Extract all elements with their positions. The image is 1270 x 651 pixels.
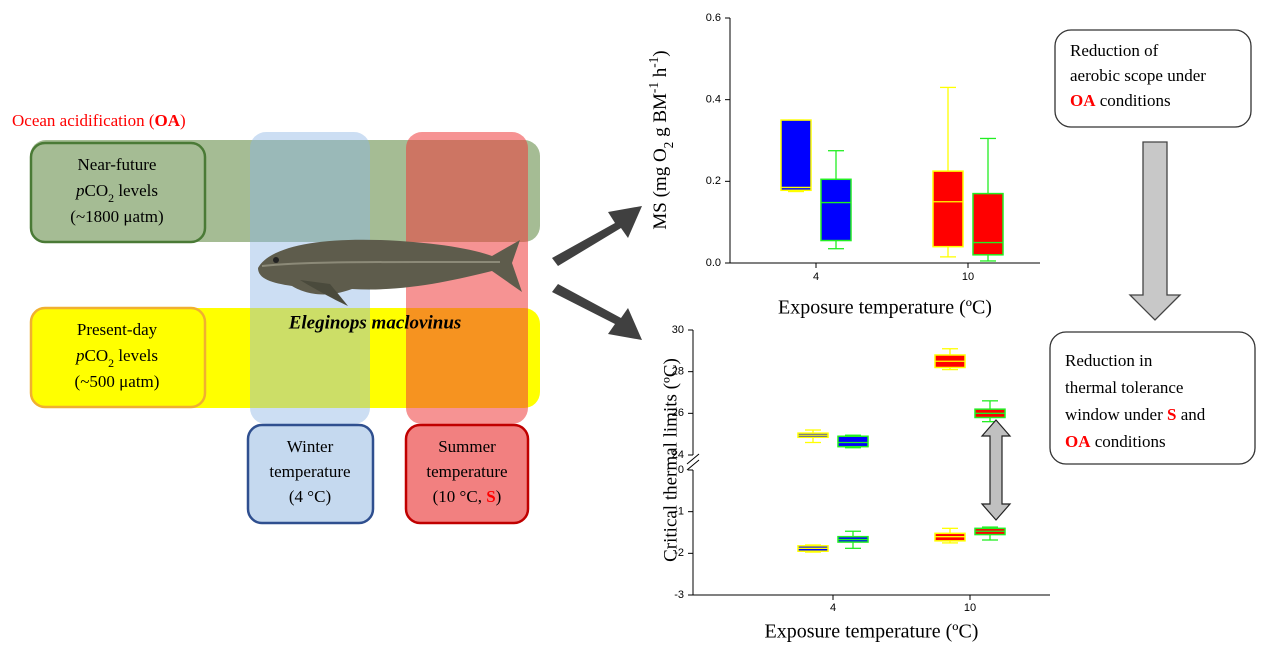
label: thermal tolerance [1065,378,1183,397]
x-tick-label: 10 [964,602,976,614]
label-part: p [75,181,85,200]
box [781,120,811,190]
label-part: (10 °C, [433,487,487,506]
y-tick-label: 30 [672,324,684,336]
x-tick-label: 4 [813,271,819,283]
box [933,171,963,247]
label: MS (mg O2 g BM-1 h-1) [646,50,676,229]
label-part: and [1176,405,1205,424]
label-part: MS (mg O [650,148,671,229]
label: (4 °C) [289,487,331,506]
x-axis-title: Exposure temperature (ºC) [765,621,979,643]
label-part: CO [85,346,109,365]
label-part: p [75,346,85,365]
label-part: window under [1065,405,1167,424]
y-tick-label: 0.4 [706,94,721,106]
label-part: Ocean acidification ( [12,111,155,130]
label: Near-future [78,155,157,174]
x-tick-label: 10 [962,271,974,283]
label-part: CO [85,181,109,200]
y-axis-title: Critical thermal limits (ºC) [660,358,681,562]
label: temperature [269,462,350,481]
label: OA conditions [1070,91,1171,110]
label: window under S and [1065,405,1206,424]
label-part: levels [114,346,158,365]
y-tick-label: 0.6 [706,12,721,24]
label: OA conditions [1065,432,1166,451]
label: Present-day [77,320,158,339]
label-part: conditions [1091,432,1166,451]
y-tick-label: 0.2 [706,175,721,187]
label: Reduction in [1065,351,1153,370]
label-part: ) [496,487,502,506]
label: temperature [426,462,507,481]
label-part: conditions [1096,91,1171,110]
y-tick-label: 0.0 [706,257,721,269]
x-tick-label: 4 [830,602,836,614]
graphical-abstract: Near-future (~1800 μatm) Present-day (~5… [0,0,1270,651]
axis-break [687,460,699,470]
label-part: S [1167,405,1176,424]
label-part: -1 [646,57,661,68]
double-arrow [982,420,1010,520]
label: Reduction of [1070,41,1159,60]
label: Ocean acidification (OA) [12,111,186,130]
label-part: S [486,487,495,506]
label-part: -1 [646,82,661,93]
label-part: OA [1065,432,1091,451]
box [973,194,1003,255]
species-name: Eleginops maclovinus [288,312,462,333]
label-part: g BM [650,93,671,142]
arrow [552,284,642,340]
label: (~500 μatm) [75,372,160,391]
label-part: ) [180,111,186,130]
label-part: OA [155,111,181,130]
box [838,436,868,446]
label-part: OA [1070,91,1096,110]
label: aerobic scope under [1070,66,1206,85]
label-part: h [650,67,671,82]
arrow [552,206,642,266]
label-part: ) [650,50,671,56]
down-arrow [1130,142,1180,320]
label: (10 °C, S) [433,487,502,506]
box [821,179,851,240]
label-part: 2 [661,142,676,149]
label: Winter [287,437,334,456]
y-tick-label: -3 [674,589,684,601]
x-axis-title: Exposure temperature (ºC) [778,297,992,319]
label-part: levels [114,181,158,200]
label: (~1800 μatm) [70,207,163,226]
label: Summer [438,437,496,456]
